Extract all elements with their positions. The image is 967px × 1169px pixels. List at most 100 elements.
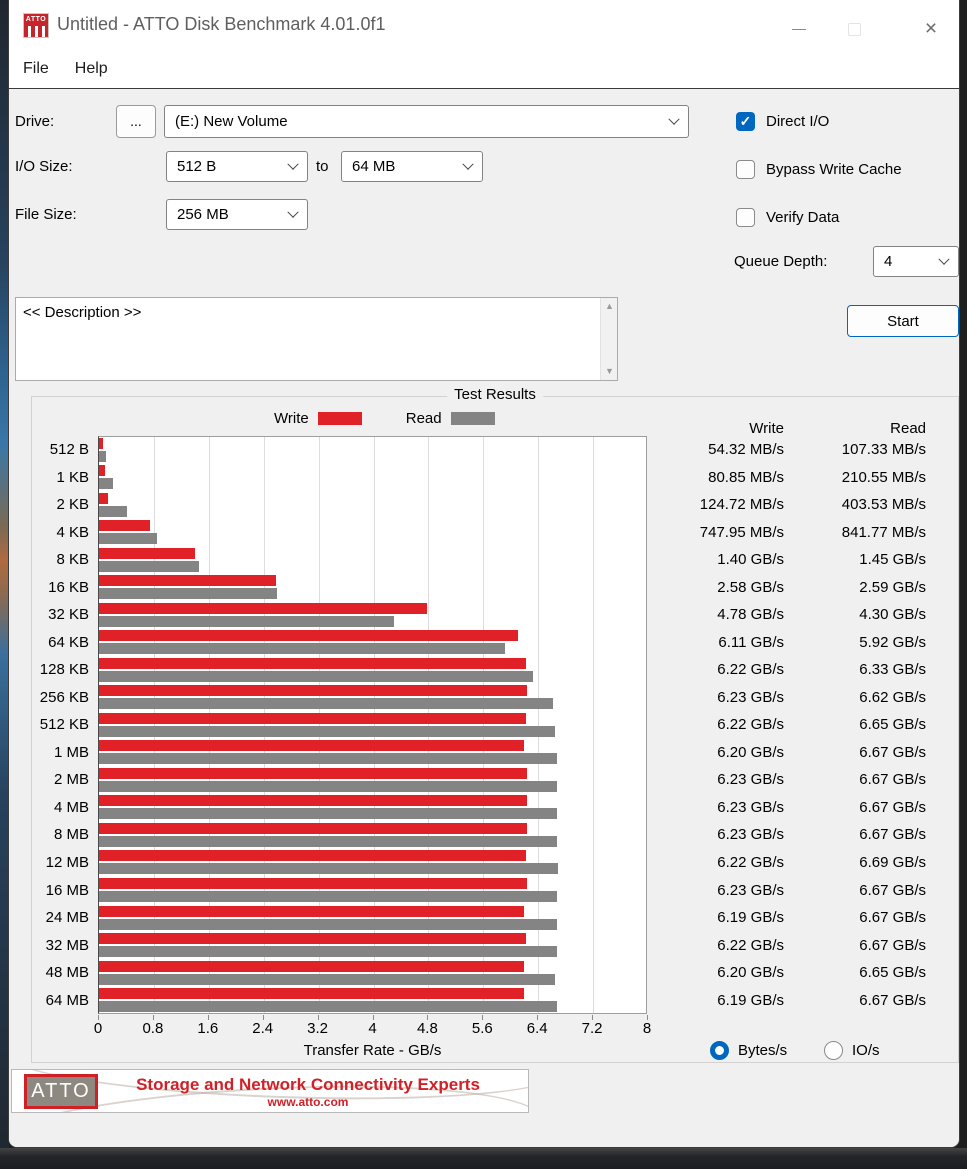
write-value: 124.72 MB/s (699, 496, 784, 514)
chevron-down-icon (287, 206, 299, 218)
write-bar (99, 602, 428, 614)
read-bar (99, 835, 557, 847)
x-tick-mark (537, 1015, 539, 1020)
drive-label: Drive: (15, 113, 55, 130)
file-size-select[interactable]: 256 MB (166, 199, 308, 230)
write-value: 6.22 GB/s (717, 716, 784, 734)
client-area: Drive: ... (E:) New Volume ✓ Direct I/O … (9, 88, 959, 1147)
io-size-to-select[interactable]: 64 MB (341, 151, 483, 182)
atto-banner[interactable]: ATTO Storage and Network Connectivity Ex… (11, 1069, 529, 1113)
scroll-down-icon[interactable]: ▼ (605, 366, 614, 376)
start-button[interactable]: Start (847, 305, 959, 337)
chart-category-label: 24 MB (45, 909, 89, 927)
write-value: 6.23 GB/s (717, 826, 784, 844)
read-bar (99, 670, 534, 682)
description-scrollbar[interactable]: ▲ ▼ (600, 298, 617, 380)
direct-io-label: Direct I/O (766, 113, 830, 130)
gridline (593, 437, 595, 1013)
chart-bar-cell (98, 876, 647, 904)
chart-bar-cell (98, 519, 647, 547)
chart-bar-cell (98, 574, 647, 602)
drive-select-value: (E:) New Volume (175, 113, 288, 130)
chart-bar-cell (98, 766, 647, 794)
read-value: 6.67 GB/s (859, 909, 926, 927)
x-tick-mark (372, 1015, 374, 1020)
gridline (538, 437, 540, 1013)
chevron-down-icon (462, 158, 474, 170)
read-value: 2.59 GB/s (859, 578, 926, 596)
verify-data-checkbox[interactable] (736, 208, 755, 227)
chart-category-label: 16 KB (48, 578, 89, 596)
maximize-button[interactable] (831, 18, 877, 40)
chart-category-label: 32 MB (45, 936, 89, 954)
chart-bar-cell (98, 739, 647, 767)
verify-data-row[interactable]: Verify Data (736, 208, 839, 227)
x-tick-label: 0 (93, 1020, 103, 1037)
write-bar (99, 685, 527, 697)
gridline (263, 437, 265, 1013)
read-value: 6.67 GB/s (859, 881, 926, 899)
x-tick-mark (98, 1015, 99, 1020)
chart-category-label: 2 MB (53, 771, 89, 789)
bytes-radio[interactable] (710, 1041, 729, 1060)
chart-bar-cell (98, 931, 647, 959)
read-value: 6.67 GB/s (859, 743, 926, 761)
ios-radio-row[interactable]: IO/s (824, 1041, 880, 1060)
read-bar (99, 588, 277, 600)
x-tick-label: 0.8 (142, 1020, 164, 1037)
minimize-button[interactable] (776, 18, 822, 40)
chart-category-label: 64 MB (45, 991, 89, 1009)
write-bar (99, 575, 277, 587)
atto-logo: ATTO (24, 1074, 98, 1109)
read-bar (99, 808, 557, 820)
read-bar (99, 863, 559, 875)
bytes-radio-row[interactable]: Bytes/s (710, 1041, 787, 1060)
chart-bar-cell (98, 436, 647, 464)
io-size-label: I/O Size: (15, 158, 73, 175)
chart-category-label: 1 MB (53, 743, 89, 761)
read-bar (99, 891, 557, 902)
menu-bar: File Help (9, 50, 959, 88)
write-bar (99, 795, 527, 807)
chart-category-label: 12 MB (45, 853, 89, 871)
io-size-from-select[interactable]: 512 B (166, 151, 308, 182)
chart-bar-cell (98, 986, 647, 1014)
write-bar (99, 547, 196, 559)
read-bar (99, 725, 556, 737)
write-bar (99, 767, 527, 779)
menu-file[interactable]: File (23, 60, 49, 77)
write-value: 1.40 GB/s (717, 551, 784, 569)
queue-depth-select[interactable]: 4 (873, 246, 959, 277)
menu-help[interactable]: Help (74, 60, 108, 77)
chevron-down-icon (287, 158, 299, 170)
minimize-icon (792, 28, 806, 30)
chart-bar-cell (98, 601, 647, 629)
direct-io-checkbox-row[interactable]: ✓ Direct I/O (736, 112, 829, 131)
bypass-write-cache-checkbox[interactable] (736, 160, 755, 179)
read-value: 6.62 GB/s (859, 688, 926, 706)
read-value: 107.33 MB/s (841, 441, 926, 459)
browse-drive-button[interactable]: ... (116, 105, 156, 138)
chart-bar-cell (98, 959, 647, 987)
description-box[interactable]: << Description >> ▲ ▼ (15, 297, 618, 381)
chart-category-label: 1 KB (56, 468, 89, 486)
write-bar (99, 740, 525, 752)
bypass-write-cache-row[interactable]: Bypass Write Cache (736, 160, 902, 179)
scroll-up-icon[interactable]: ▲ (605, 301, 614, 311)
ios-radio[interactable] (824, 1041, 843, 1060)
read-value: 6.65 GB/s (859, 716, 926, 734)
close-button[interactable]: × (908, 18, 954, 40)
drive-select[interactable]: (E:) New Volume (164, 105, 689, 138)
chart-bar-cell (98, 656, 647, 684)
x-tick-mark (152, 1015, 154, 1020)
chart-category-label: 512 KB (39, 716, 89, 734)
read-value: 6.33 GB/s (859, 661, 926, 679)
direct-io-checkbox[interactable]: ✓ (736, 112, 755, 131)
write-value: 80.85 MB/s (708, 468, 784, 486)
test-results-group: Test Results Write Read Write Read 512 B… (31, 386, 959, 1063)
io-size-from-value: 512 B (177, 158, 217, 175)
write-bar (99, 822, 527, 834)
read-bar (99, 505, 127, 517)
io-size-to-word: to (316, 158, 329, 175)
